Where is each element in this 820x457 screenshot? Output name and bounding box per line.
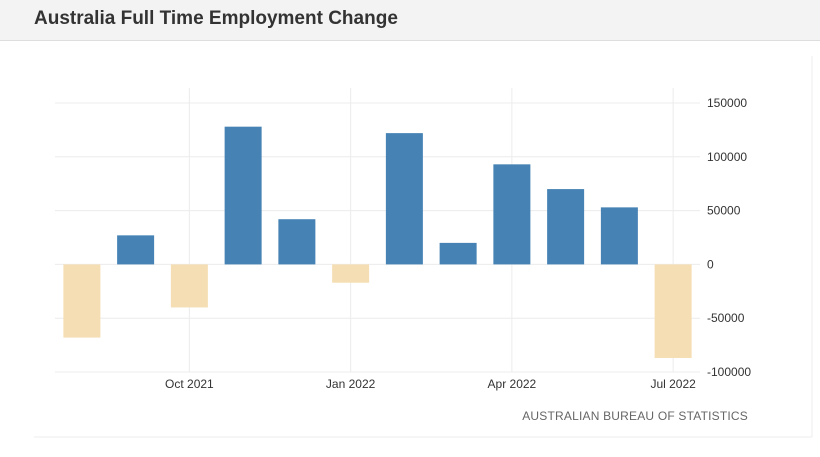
y-tick-label: 150000 [707, 96, 747, 110]
bar [654, 264, 692, 359]
y-tick-label: -100000 [707, 365, 751, 379]
bar [439, 242, 477, 265]
x-tick-label: Oct 2021 [165, 377, 214, 391]
x-tick-label: Apr 2022 [488, 377, 537, 391]
y-tick-label: 100000 [707, 150, 747, 164]
x-tick-label: Jul 2022 [650, 377, 696, 391]
source-label: AUSTRALIAN BUREAU OF STATISTICS [522, 409, 748, 423]
bar [63, 264, 101, 338]
bar [224, 126, 262, 265]
bar [332, 264, 370, 283]
bar [278, 219, 316, 265]
bar [117, 235, 155, 265]
y-tick-label: 0 [707, 257, 714, 271]
bar [493, 164, 531, 265]
chart-title: Australia Full Time Employment Change [34, 8, 398, 29]
bar [385, 133, 423, 265]
x-tick-label: Jan 2022 [326, 377, 376, 391]
y-tick-label: 50000 [707, 204, 741, 218]
y-tick-label: -50000 [707, 311, 745, 325]
chart-header: Australia Full Time Employment Change [0, 0, 820, 41]
bar [600, 207, 638, 265]
bar [547, 189, 585, 265]
bar [170, 264, 208, 308]
